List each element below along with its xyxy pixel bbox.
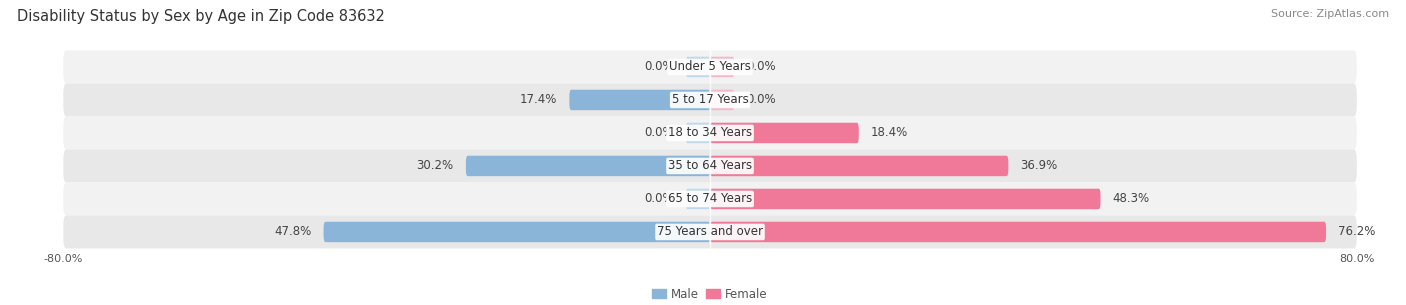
Text: 0.0%: 0.0% [644, 192, 673, 206]
Text: 76.2%: 76.2% [1339, 225, 1375, 239]
Text: 47.8%: 47.8% [274, 225, 312, 239]
Text: 35 to 64 Years: 35 to 64 Years [668, 160, 752, 172]
Text: 0.0%: 0.0% [644, 60, 673, 74]
FancyBboxPatch shape [63, 84, 1357, 117]
Text: 65 to 74 Years: 65 to 74 Years [668, 192, 752, 206]
FancyBboxPatch shape [710, 189, 1101, 209]
Text: 30.2%: 30.2% [416, 160, 454, 172]
FancyBboxPatch shape [63, 50, 1357, 84]
Legend: Male, Female: Male, Female [652, 288, 768, 300]
Text: 0.0%: 0.0% [747, 93, 776, 106]
FancyBboxPatch shape [710, 156, 1008, 176]
FancyBboxPatch shape [710, 90, 734, 110]
Text: 5 to 17 Years: 5 to 17 Years [672, 93, 748, 106]
FancyBboxPatch shape [465, 156, 710, 176]
Text: Source: ZipAtlas.com: Source: ZipAtlas.com [1271, 9, 1389, 19]
FancyBboxPatch shape [710, 123, 859, 143]
FancyBboxPatch shape [323, 222, 710, 242]
Text: Disability Status by Sex by Age in Zip Code 83632: Disability Status by Sex by Age in Zip C… [17, 9, 385, 24]
FancyBboxPatch shape [686, 189, 710, 209]
FancyBboxPatch shape [710, 222, 1326, 242]
Text: 18.4%: 18.4% [870, 127, 908, 139]
FancyBboxPatch shape [63, 149, 1357, 182]
Text: 18 to 34 Years: 18 to 34 Years [668, 127, 752, 139]
Text: 36.9%: 36.9% [1021, 160, 1057, 172]
FancyBboxPatch shape [686, 123, 710, 143]
FancyBboxPatch shape [63, 182, 1357, 215]
Text: 48.3%: 48.3% [1112, 192, 1150, 206]
Text: 17.4%: 17.4% [520, 93, 557, 106]
FancyBboxPatch shape [63, 117, 1357, 149]
Text: 0.0%: 0.0% [644, 127, 673, 139]
FancyBboxPatch shape [686, 57, 710, 77]
Text: 0.0%: 0.0% [747, 60, 776, 74]
FancyBboxPatch shape [569, 90, 710, 110]
FancyBboxPatch shape [63, 215, 1357, 249]
FancyBboxPatch shape [710, 57, 734, 77]
Text: Under 5 Years: Under 5 Years [669, 60, 751, 74]
Text: 75 Years and over: 75 Years and over [657, 225, 763, 239]
